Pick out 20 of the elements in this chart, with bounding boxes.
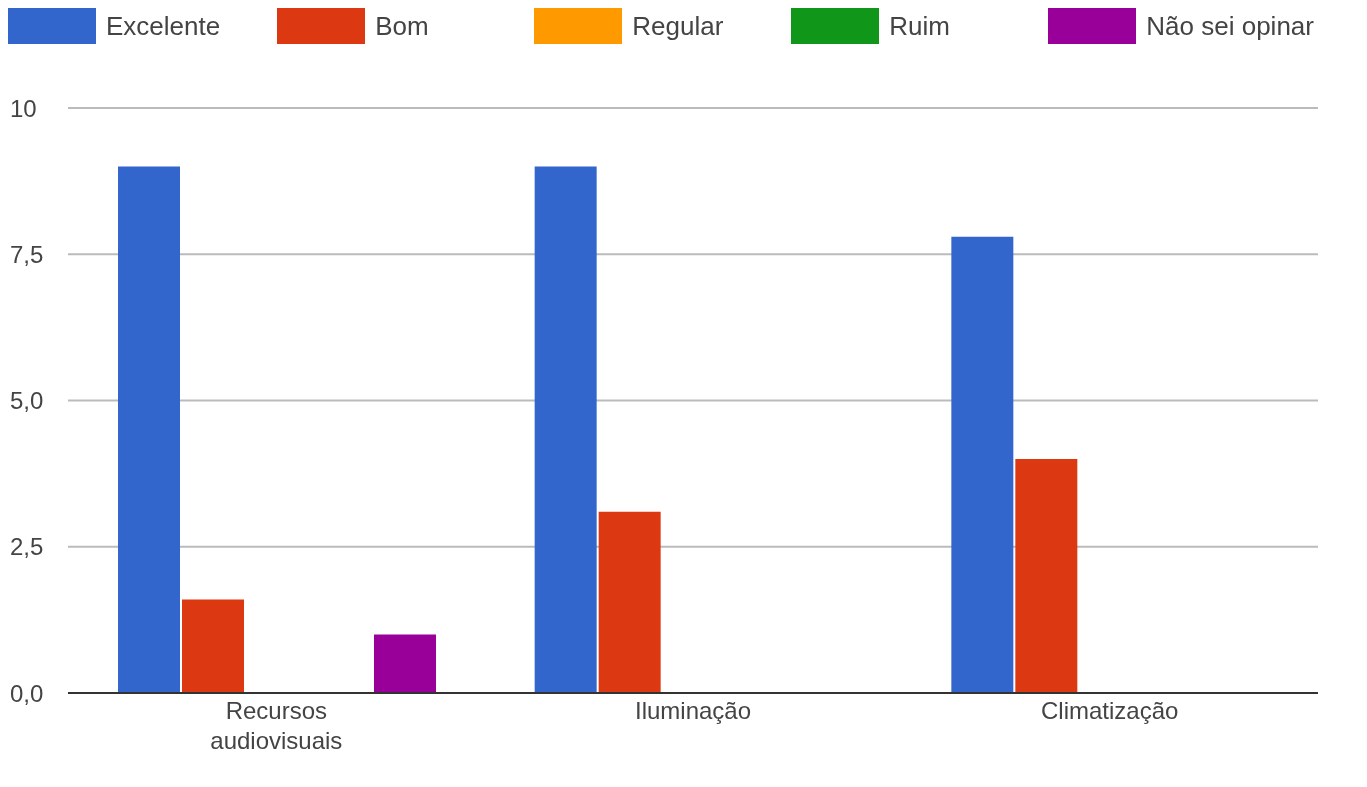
- bar: [374, 634, 436, 693]
- bar: [182, 599, 244, 693]
- y-tick-label: 2,5: [10, 533, 44, 561]
- legend-label: Não sei opinar: [1146, 10, 1314, 42]
- bar: [951, 236, 1014, 693]
- y-tick-label: 7,5: [10, 240, 44, 268]
- x-tick-label: Recursos audiovisuais: [210, 697, 343, 754]
- y-tick-label: 5,0: [10, 387, 44, 415]
- legend-label: Excelente: [106, 10, 221, 42]
- bar: [598, 511, 661, 693]
- bar: [118, 166, 180, 693]
- x-tick-label: Climatização: [1040, 697, 1179, 724]
- y-tick-label: 0,0: [10, 679, 44, 707]
- legend-label: Regular: [632, 10, 724, 42]
- y-tick-label: 10: [10, 94, 37, 122]
- x-tick-label: Iluminação: [634, 697, 752, 724]
- legend-label: Bom: [375, 10, 429, 42]
- bar: [534, 166, 597, 693]
- legend-label: Ruim: [889, 10, 950, 42]
- bar: [1015, 459, 1078, 693]
